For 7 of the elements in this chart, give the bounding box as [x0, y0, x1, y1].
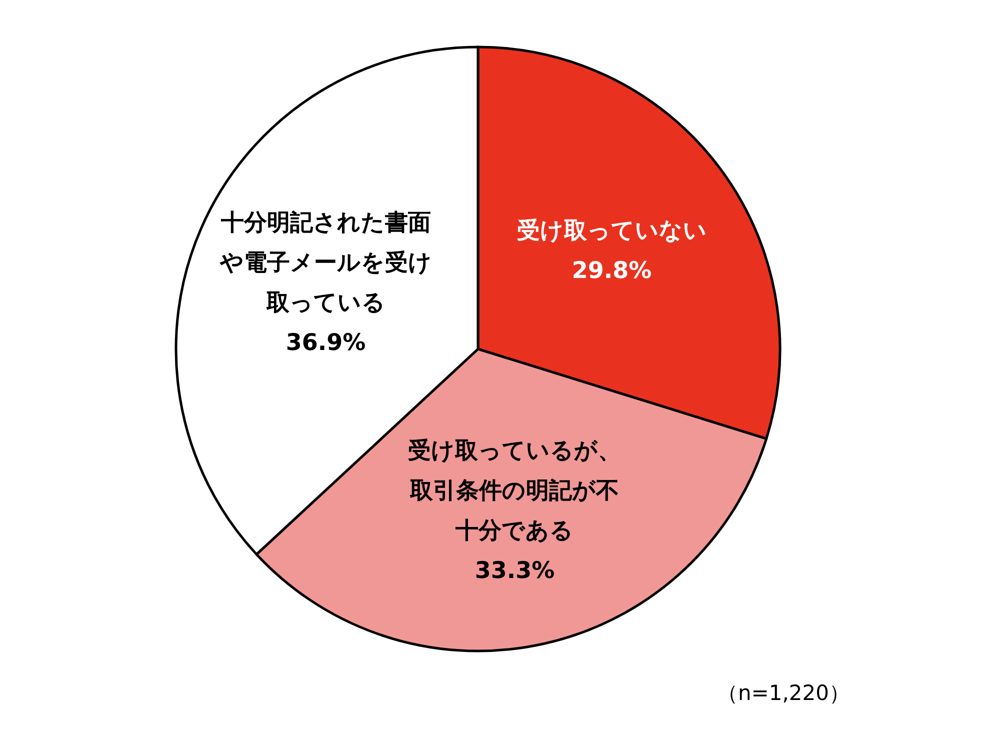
data-label: 33.3%: [474, 556, 555, 586]
data-label: 29.8%: [572, 256, 652, 286]
slice-label: 十分明記された書面や電子メールを受け取っている: [218, 208, 433, 318]
slice-label: 受け取っていない: [516, 216, 708, 246]
text: （n=1,220）: [716, 681, 850, 705]
slice-label: 受け取っているが、取引条件の明記が不十分である: [408, 436, 622, 546]
data-label: 36.9%: [286, 328, 366, 358]
